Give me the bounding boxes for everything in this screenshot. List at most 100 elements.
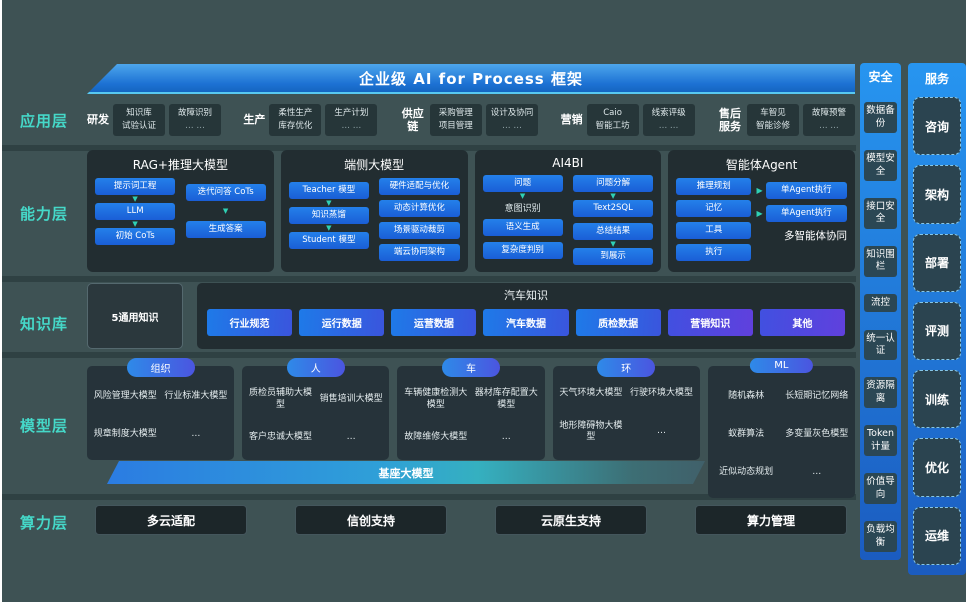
app-chip: 车智见 智能诊修: [746, 104, 799, 136]
knowledge-chip: 其他: [759, 309, 845, 336]
layer-label-capability: 能力层: [20, 205, 69, 223]
app-chip-line: 故障预警: [811, 108, 846, 119]
layer-label-model: 模型层: [20, 417, 69, 435]
flow-box: 语义生成: [482, 219, 563, 237]
general-knowledge-box: 5通用知识: [87, 283, 183, 349]
flow-step-label: 意图识别: [504, 204, 541, 215]
compute-button-xinchuang: 信创支持: [295, 505, 447, 535]
cap-panel-ai4bi: AI4BI 问题 ▼ 意图识别 语义生成 复杂度判别 问题分解 ▼ Text2S…: [474, 150, 662, 272]
model-item: 器材库存配置大模型: [474, 387, 538, 410]
app-group-name: 研发: [87, 113, 109, 127]
app-chip-line: 线索评级: [651, 108, 686, 119]
app-chip-line: … …: [341, 121, 362, 131]
arrow-down-icon: ▼: [610, 192, 616, 201]
multi-agent-caption: 多智能体协同: [784, 230, 847, 243]
app-chip-line: … …: [185, 121, 205, 131]
app-chip-line: 智能工坊: [595, 121, 630, 131]
service-column-header: 服务: [924, 72, 949, 86]
capability-layer-row: RAG+推理大模型 提示词工程 ▼ LLM ▼ 初始 CoTs 迭代问答 CoT…: [87, 150, 855, 272]
model-item: 近似动态规划: [719, 467, 774, 478]
model-group-pill: ML: [750, 358, 813, 373]
flow-box: LLM: [95, 203, 176, 221]
list-box: 场景驱动裁剪: [379, 222, 460, 240]
app-group-name: 售后服务: [718, 106, 741, 133]
security-item: 价值导向: [864, 473, 897, 504]
flow-box: Text2SQL: [573, 200, 654, 218]
list-box: 执行: [676, 244, 752, 262]
flow-box: 知识蒸馏: [288, 207, 369, 225]
app-chip: 柔性生产 库存优化: [269, 104, 322, 136]
model-item: …: [657, 426, 666, 437]
app-group-supply-chain: 供应链 采购管理 项目管理 设计及协同 … …: [400, 104, 539, 136]
app-group-production: 生产 柔性生产 库存优化 生产计划 … …: [243, 104, 378, 136]
cap-panel-title: 端侧大模型: [344, 158, 405, 172]
security-item: 知识围栏: [864, 246, 897, 277]
flow-box: Teacher 模型: [288, 182, 369, 200]
row-divider: [2, 145, 856, 151]
row-divider: [2, 276, 856, 282]
layer-label-application: 应用层: [20, 112, 69, 130]
model-item: 长短期记忆网络: [785, 390, 849, 401]
flow-box: 总结结果: [573, 223, 654, 241]
model-group-pill: 人: [286, 358, 345, 377]
cap-panel-agent: 智能体Agent 推理规划 记忆 工具 执行 ▶ 单Agent执行 ▶: [668, 150, 855, 272]
app-chip: 故障预警 … …: [802, 104, 855, 136]
service-item: 架构: [913, 165, 961, 224]
knowledge-chip: 质检数据: [575, 309, 661, 336]
layer-label-knowledge: 知识库: [20, 315, 69, 333]
arrow-right-icon: ▶: [756, 186, 763, 196]
flow-box: 提示词工程: [95, 178, 176, 196]
row-divider: [2, 352, 856, 358]
app-chip: 生产计划 … …: [325, 104, 378, 136]
security-item: 模型安全: [864, 150, 897, 181]
cap-panel-title: 智能体Agent: [725, 158, 798, 172]
model-group-people: 人 质检员辅助大模型 销售培训大模型 客户忠诚大模型 …: [242, 358, 390, 460]
knowledge-chip: 营销知识: [667, 309, 753, 336]
app-chip-line: 库存优化: [278, 121, 313, 131]
arrow-down-icon: ▼: [326, 199, 332, 208]
application-layer-row: 研发 知识库 试验认证 故障识别 … … 生产 柔性生产 库存优化 生产计划 ……: [87, 97, 855, 143]
flow-box: 到展示: [573, 248, 654, 266]
model-item: 行驶环境大模型: [630, 387, 694, 398]
model-group-pill: 组织: [126, 358, 195, 377]
app-group-marketing: 营销 Caio 智能工坊 线索评级 … …: [561, 104, 695, 136]
base-model-bar: 基座大模型: [107, 461, 705, 484]
framework-banner: 企业级 AI for Process 框架: [87, 64, 855, 94]
knowledge-chip: 运营数据: [391, 309, 477, 336]
service-item: 运维: [913, 506, 961, 565]
app-chip-line: 项目管理: [438, 121, 473, 131]
flow-box: 复杂度判别: [482, 242, 563, 260]
cap-panel-edge-model: 端侧大模型 Teacher 模型 ▼ 知识蒸馏 ▼ Student 模型 硬件适…: [280, 150, 468, 272]
app-chip-line: 故障识别: [177, 108, 212, 119]
compute-layer-row: 多云适配 信创支持 云原生支持 算力管理: [87, 505, 855, 535]
knowledge-chip: 行业规范: [207, 309, 293, 336]
app-chip: 采购管理 项目管理: [429, 104, 482, 136]
app-group-name: 生产: [243, 113, 266, 127]
arrow-down-icon: ▼: [326, 224, 332, 233]
model-item: 规章制度大模型: [93, 429, 157, 440]
flow-box: 迭代问答 CoTs: [185, 184, 266, 202]
model-item: 行业标准大模型: [164, 390, 228, 401]
model-item: 随机森林: [728, 390, 765, 401]
app-chip: 知识库 试验认证: [113, 104, 165, 136]
app-chip-line: 试验认证: [121, 121, 156, 131]
framework-title: 企业级 AI for Process 框架: [359, 69, 583, 88]
flow-box: 单Agent执行: [765, 182, 847, 200]
list-box: 端云协同架构: [379, 244, 460, 262]
model-item: …: [191, 429, 201, 440]
security-item: 流控: [864, 293, 897, 313]
model-item: 销售培训大模型: [319, 393, 383, 404]
model-group-organization: 组织 风险管理大模型 行业标准大模型 规章制度大模型 …: [87, 358, 235, 460]
model-item: 风险管理大模型: [93, 390, 157, 401]
list-box: 动态计算优化: [379, 200, 460, 218]
model-layer-row: 组织 风险管理大模型 行业标准大模型 规章制度大模型 … 人 质检员辅助大模型 …: [87, 358, 856, 498]
knowledge-chip: 运行数据: [299, 309, 385, 336]
model-item: 蚁群算法: [728, 429, 765, 440]
app-chip-line: Caio: [603, 108, 622, 119]
model-item: …: [812, 467, 822, 478]
security-item: Token计量: [864, 425, 897, 457]
model-item: 故障维修大模型: [404, 432, 468, 443]
row-divider: [2, 494, 856, 500]
app-chip-line: 柔性生产: [278, 108, 313, 119]
